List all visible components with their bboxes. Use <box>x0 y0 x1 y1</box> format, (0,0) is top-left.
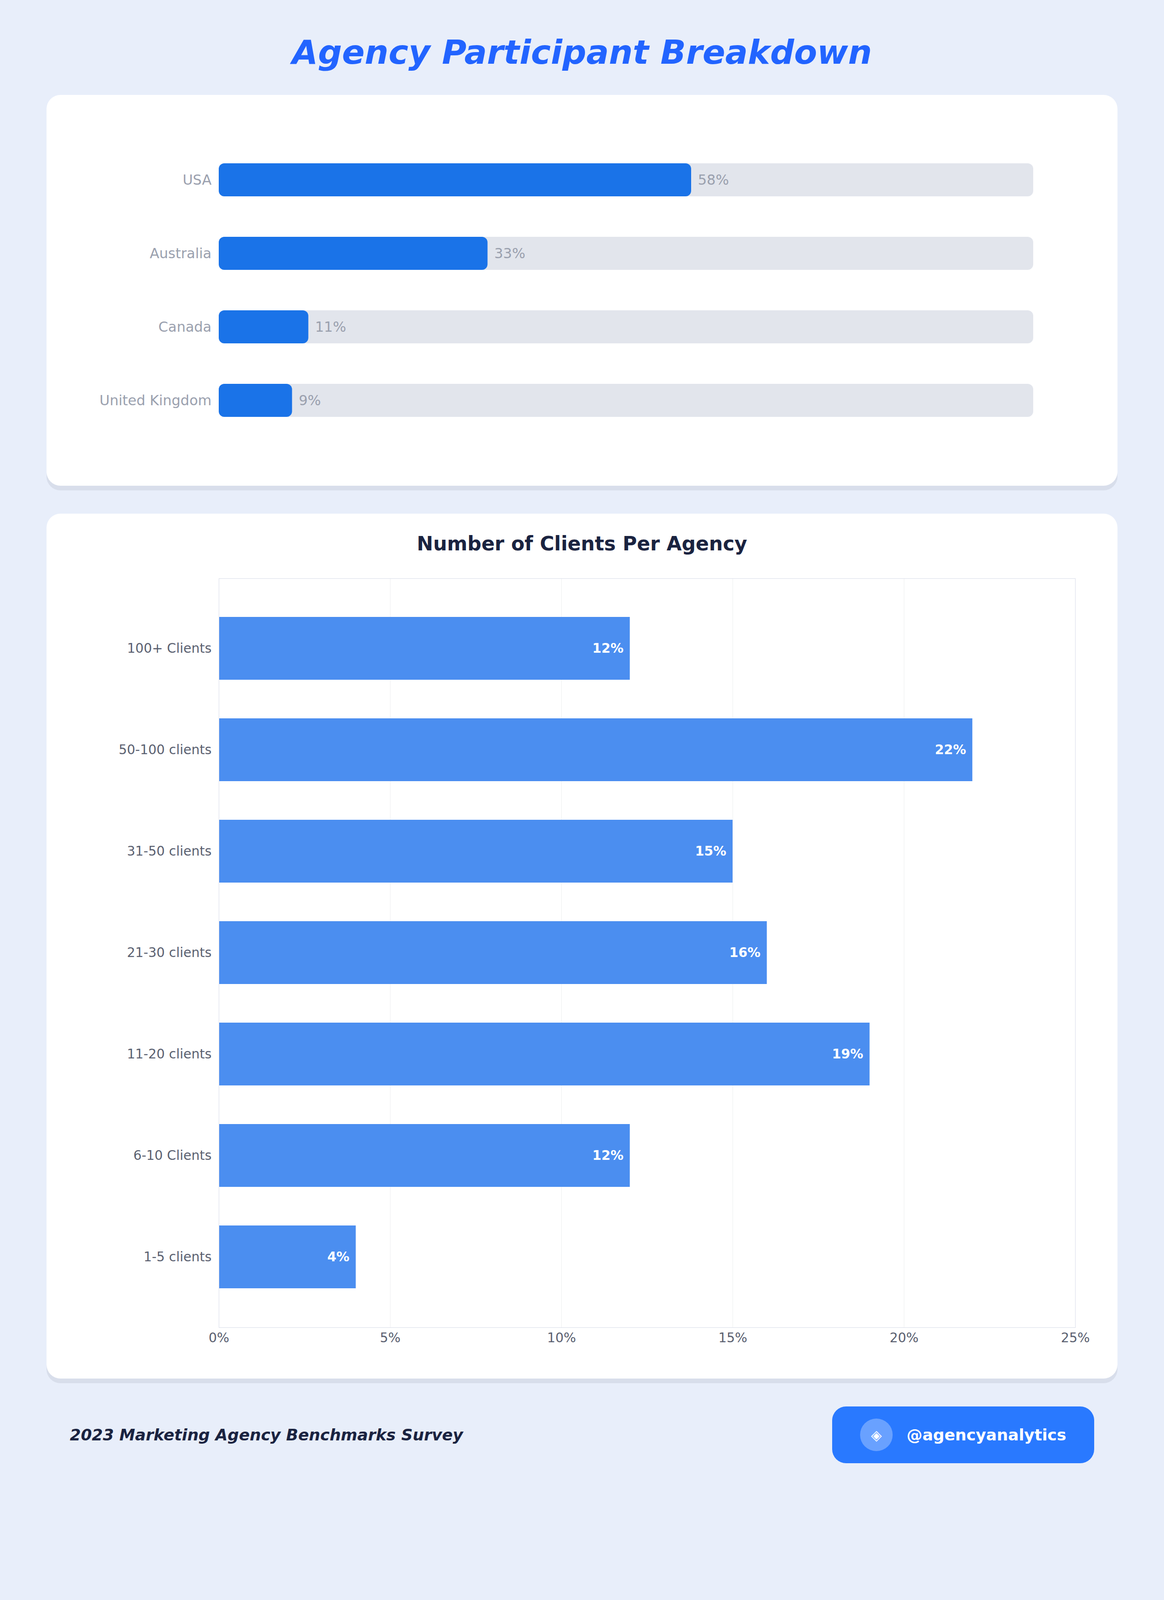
svg-text:USA: USA <box>182 171 212 189</box>
svg-text:20%: 20% <box>889 1330 919 1346</box>
svg-text:9%: 9% <box>298 392 322 409</box>
svg-text:United Kingdom: United Kingdom <box>99 392 212 409</box>
svg-text:6-10 Clients: 6-10 Clients <box>133 1148 212 1164</box>
html-text:Agency Participant Breakdown: Agency Participant Breakdown <box>292 32 872 72</box>
svg-text:Canada: Canada <box>158 318 212 336</box>
svg-text:11-20 clients: 11-20 clients <box>127 1046 212 1063</box>
svg-text:15%: 15% <box>694 843 727 860</box>
svg-text:25%: 25% <box>1060 1330 1090 1346</box>
html-text:Number of Clients Per Agency: Number of Clients Per Agency <box>416 532 748 556</box>
svg-text:12%: 12% <box>592 1148 624 1164</box>
html-text:2023 Marketing Agency Benchmar: 2023 Marketing Agency Benchmarks Survey <box>69 1426 464 1445</box>
svg-text:22%: 22% <box>935 742 967 758</box>
svg-text:31-50 clients: 31-50 clients <box>127 843 212 860</box>
svg-text:12%: 12% <box>592 640 624 657</box>
svg-text:Australia: Australia <box>149 245 212 262</box>
svg-text:21-30 clients: 21-30 clients <box>127 945 212 961</box>
svg-text:1-5 clients: 1-5 clients <box>143 1249 212 1265</box>
svg-text:16%: 16% <box>729 945 761 961</box>
svg-text:19%: 19% <box>832 1046 864 1063</box>
html-text:@agencyanalytics: @agencyanalytics <box>906 1426 1067 1445</box>
svg-text:10%: 10% <box>546 1330 576 1346</box>
svg-text:33%: 33% <box>494 245 526 262</box>
svg-text:15%: 15% <box>718 1330 747 1346</box>
svg-text:100+ Clients: 100+ Clients <box>127 640 212 657</box>
svg-text:5%: 5% <box>379 1330 401 1346</box>
svg-text:4%: 4% <box>327 1249 350 1265</box>
svg-text:50-100 clients: 50-100 clients <box>118 742 212 758</box>
svg-text:58%: 58% <box>698 171 730 189</box>
svg-text:11%: 11% <box>315 318 347 336</box>
svg-text:0%: 0% <box>208 1330 229 1346</box>
